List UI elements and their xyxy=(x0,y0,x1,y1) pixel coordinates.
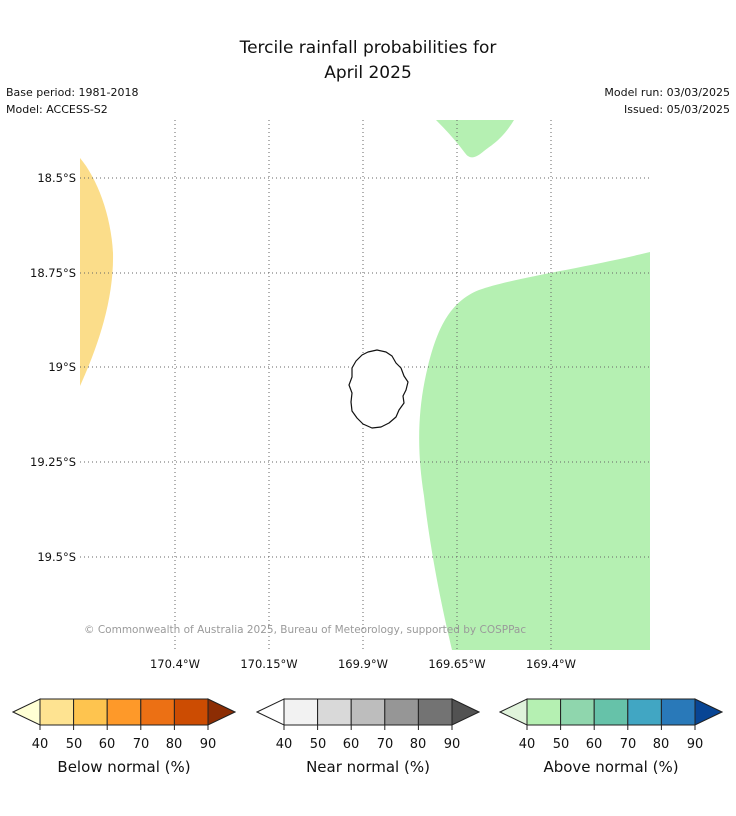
tick-label: 60 xyxy=(98,737,116,752)
colorbar-segment xyxy=(39,698,75,726)
colorbar-tick-labels: 40 50 60 70 80 90 xyxy=(499,737,723,754)
tick-label: 90 xyxy=(686,737,704,752)
below-normal-region xyxy=(80,158,114,386)
colorbar-ticks xyxy=(283,725,453,730)
tick-label: 80 xyxy=(165,737,183,752)
colorbar-segment xyxy=(660,698,696,726)
base-period: Base period: 1981-2018 xyxy=(6,86,139,99)
lon-axis-label: 169.65°W xyxy=(428,657,486,671)
meta-left: Base period: 1981-2018 Model: ACCESS-S2 xyxy=(6,84,138,118)
colorbar-title: Near normal (%) xyxy=(306,758,430,776)
colorbar-arrow-right xyxy=(207,698,237,726)
colorbar-segment xyxy=(526,698,562,726)
meta-right: Model run: 03/03/2025 Issued: 05/03/2025 xyxy=(604,84,730,118)
colorbar-below-normal: 40 50 60 70 80 90 Below normal (%) xyxy=(11,696,237,776)
tick-label: 70 xyxy=(619,737,637,752)
tick-label: 40 xyxy=(31,737,49,752)
above-normal-region-north xyxy=(436,120,514,158)
colorbar-above-normal-bar xyxy=(498,698,724,730)
colorbar-tick-labels: 40 50 60 70 80 90 xyxy=(256,737,480,754)
copyright-text: © Commonwealth of Australia 2025, Bureau… xyxy=(84,624,527,636)
tick-label: 80 xyxy=(409,737,427,752)
colorbar-segment xyxy=(560,698,595,726)
colorbar-title: Below normal (%) xyxy=(57,758,191,776)
colorbar-title: Above normal (%) xyxy=(543,758,679,776)
colorbar-segment xyxy=(173,698,209,726)
colorbar-segment xyxy=(593,698,629,726)
colorbar-arrow-right xyxy=(694,698,724,726)
lat-axis-label: 19.25°S xyxy=(30,455,76,469)
tick-label: 40 xyxy=(275,737,293,752)
tick-label: 60 xyxy=(342,737,360,752)
colorbar-near-normal-bar xyxy=(255,698,481,730)
tick-label: 60 xyxy=(585,737,603,752)
colorbar-tick-labels: 40 50 60 70 80 90 xyxy=(12,737,236,754)
issued-date: Issued: 05/03/2025 xyxy=(623,103,730,116)
colorbar-segment xyxy=(627,698,662,726)
colorbar-segment xyxy=(73,698,108,726)
tick-label: 70 xyxy=(376,737,394,752)
colorbar-segment xyxy=(384,698,419,726)
lat-axis-label: 18.5°S xyxy=(37,171,76,185)
lat-axis-label: 18.75°S xyxy=(30,266,76,280)
colorbar-arrow-left xyxy=(498,698,528,726)
above-normal-region xyxy=(419,252,650,650)
tick-label: 50 xyxy=(552,737,570,752)
colorbar-segment xyxy=(140,698,175,726)
colorbar-segment xyxy=(417,698,453,726)
colorbar-segment xyxy=(317,698,352,726)
island-outline xyxy=(348,349,409,429)
lat-axis-label: 19°S xyxy=(48,360,76,374)
model-run: Model run: 03/03/2025 xyxy=(604,86,730,99)
tick-label: 90 xyxy=(443,737,461,752)
tick-label: 90 xyxy=(199,737,217,752)
tick-label: 80 xyxy=(652,737,670,752)
colorbar-segment xyxy=(106,698,142,726)
colorbar-arrow-left xyxy=(255,698,285,726)
colorbar-ticks xyxy=(39,725,209,730)
colorbar-ticks xyxy=(526,725,696,730)
lon-axis-label: 169.4°W xyxy=(525,657,577,671)
title-line-2: April 2025 xyxy=(324,63,412,83)
colorbar-segment xyxy=(283,698,319,726)
lon-axis-label: 170.15°W xyxy=(240,657,298,671)
page-title: Tercile rainfall probabilities for April… xyxy=(0,36,736,86)
tick-label: 50 xyxy=(309,737,327,752)
lon-axis-label: 170.4°W xyxy=(149,657,201,671)
colorbar-arrow-left xyxy=(11,698,41,726)
tick-label: 40 xyxy=(518,737,536,752)
model-name: Model: ACCESS-S2 xyxy=(6,103,108,116)
colorbar-near-normal: 40 50 60 70 80 90 Near normal (%) xyxy=(255,696,481,776)
map-plot xyxy=(80,120,650,650)
colorbar-below-normal-bar xyxy=(11,698,237,730)
lat-axis-label: 19.5°S xyxy=(37,550,76,564)
colorbar-above-normal: 40 50 60 70 80 90 Above normal (%) xyxy=(498,696,724,776)
tick-label: 70 xyxy=(132,737,150,752)
colorbar-arrow-right xyxy=(451,698,481,726)
title-line-1: Tercile rainfall probabilities for xyxy=(239,38,497,58)
colorbar-segment xyxy=(350,698,386,726)
lon-axis-label: 169.9°W xyxy=(337,657,389,671)
tick-label: 50 xyxy=(65,737,83,752)
